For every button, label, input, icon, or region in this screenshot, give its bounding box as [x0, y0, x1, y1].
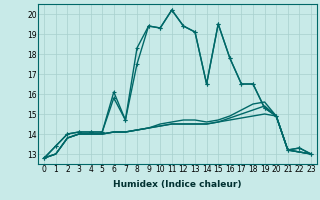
X-axis label: Humidex (Indice chaleur): Humidex (Indice chaleur)	[113, 180, 242, 189]
